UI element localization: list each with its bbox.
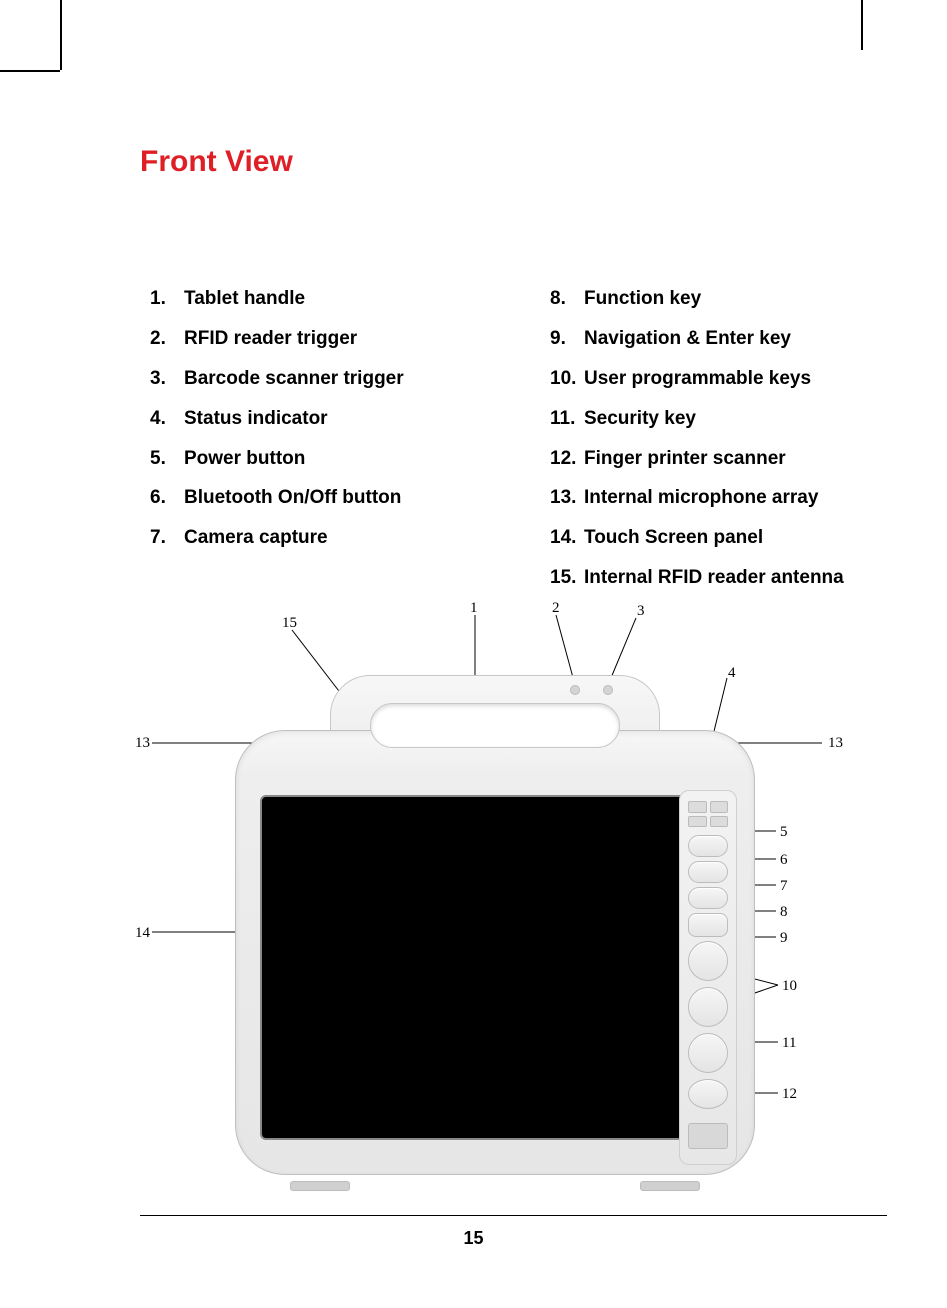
- bluetooth-button: [688, 861, 728, 883]
- page-content: Front View 1.Tablet handle2.RFID reader …: [140, 145, 880, 598]
- touch-screen: [260, 795, 685, 1140]
- user-key-1: [688, 987, 728, 1027]
- front-view-diagram: 12341313567891011121415: [120, 600, 900, 1190]
- button-panel: [679, 790, 737, 1165]
- feature-item-text: Power button: [184, 439, 305, 479]
- feature-item-number: 11.: [550, 399, 584, 439]
- callout-1: 1: [470, 600, 478, 617]
- feature-item: 10.User programmable keys: [550, 359, 880, 399]
- handle-opening: [370, 703, 620, 748]
- feature-item-text: Touch Screen panel: [584, 518, 763, 558]
- feature-item: 2.RFID reader trigger: [150, 319, 480, 359]
- device-foot-right: [640, 1181, 700, 1191]
- feature-item-text: Function key: [584, 279, 701, 319]
- feature-item-number: 13.: [550, 478, 584, 518]
- feature-list-right: 8.Function key9.Navigation & Enter key10…: [550, 279, 880, 598]
- callout-3: 3: [637, 603, 645, 620]
- feature-item-text: Internal microphone array: [584, 478, 818, 518]
- crop-mark: [0, 70, 60, 72]
- feature-list-left: 1.Tablet handle2.RFID reader trigger3.Ba…: [150, 279, 480, 598]
- feature-item-number: 2.: [150, 319, 184, 359]
- feature-item: 9.Navigation & Enter key: [550, 319, 880, 359]
- feature-item-number: 15.: [550, 558, 584, 598]
- callout-2: 2: [552, 600, 560, 617]
- feature-item-text: Bluetooth On/Off button: [184, 478, 401, 518]
- callout-15: 15: [282, 615, 297, 632]
- feature-item-text: Camera capture: [184, 518, 328, 558]
- function-key: [688, 913, 728, 937]
- feature-item-text: RFID reader trigger: [184, 319, 357, 359]
- feature-item-number: 10.: [550, 359, 584, 399]
- camera-button: [688, 887, 728, 909]
- crop-mark: [60, 0, 62, 70]
- feature-item-text: Internal RFID reader antenna: [584, 558, 844, 598]
- nav-enter-key: [688, 941, 728, 981]
- feature-item-number: 14.: [550, 518, 584, 558]
- feature-item-number: 3.: [150, 359, 184, 399]
- feature-item: 14.Touch Screen panel: [550, 518, 880, 558]
- feature-item: 13.Internal microphone array: [550, 478, 880, 518]
- feature-item-number: 12.: [550, 439, 584, 479]
- feature-item: 15.Internal RFID reader antenna: [550, 558, 880, 598]
- callout-6: 6: [780, 852, 788, 869]
- callout-14: 14: [135, 925, 150, 942]
- footer-rule: [140, 1215, 887, 1216]
- feature-item-text: Navigation & Enter key: [584, 319, 791, 359]
- feature-item-number: 5.: [150, 439, 184, 479]
- callout-9: 9: [780, 930, 788, 947]
- feature-item: 5.Power button: [150, 439, 480, 479]
- feature-item-text: User programmable keys: [584, 359, 811, 399]
- page-number: 15: [0, 1228, 947, 1249]
- feature-item-number: 4.: [150, 399, 184, 439]
- callout-10: 10: [782, 978, 797, 995]
- feature-item: 8.Function key: [550, 279, 880, 319]
- feature-item-number: 9.: [550, 319, 584, 359]
- callout-11: 11: [782, 1035, 796, 1052]
- feature-list: 1.Tablet handle2.RFID reader trigger3.Ba…: [150, 279, 880, 598]
- feature-item-text: Tablet handle: [184, 279, 305, 319]
- feature-item: 12.Finger printer scanner: [550, 439, 880, 479]
- feature-item-number: 6.: [150, 478, 184, 518]
- callout-12: 12: [782, 1086, 797, 1103]
- security-key: [688, 1079, 728, 1109]
- rfid-trigger-dot: [570, 685, 580, 695]
- fingerprint-scanner: [688, 1123, 728, 1149]
- feature-item: 7.Camera capture: [150, 518, 480, 558]
- callout-5: 5: [780, 824, 788, 841]
- feature-item-text: Finger printer scanner: [584, 439, 786, 479]
- barcode-trigger-dot: [603, 685, 613, 695]
- callout-7: 7: [780, 878, 788, 895]
- callout-4: 4: [728, 665, 736, 682]
- callout-8: 8: [780, 904, 788, 921]
- page-title: Front View: [140, 145, 880, 179]
- user-key-2: [688, 1033, 728, 1073]
- crop-mark: [861, 0, 863, 50]
- power-button: [688, 835, 728, 857]
- feature-item: 4.Status indicator: [150, 399, 480, 439]
- callout-13: 13: [135, 735, 150, 752]
- feature-item: 6.Bluetooth On/Off button: [150, 478, 480, 518]
- status-indicator: [688, 801, 728, 827]
- feature-item: 11.Security key: [550, 399, 880, 439]
- feature-item-text: Barcode scanner trigger: [184, 359, 404, 399]
- feature-item-number: 7.: [150, 518, 184, 558]
- callout-13: 13: [828, 735, 843, 752]
- device-foot-left: [290, 1181, 350, 1191]
- feature-item-text: Status indicator: [184, 399, 328, 439]
- feature-item: 3.Barcode scanner trigger: [150, 359, 480, 399]
- device-illustration: [235, 675, 755, 1185]
- feature-item: 1.Tablet handle: [150, 279, 480, 319]
- feature-item-text: Security key: [584, 399, 696, 439]
- feature-item-number: 1.: [150, 279, 184, 319]
- feature-item-number: 8.: [550, 279, 584, 319]
